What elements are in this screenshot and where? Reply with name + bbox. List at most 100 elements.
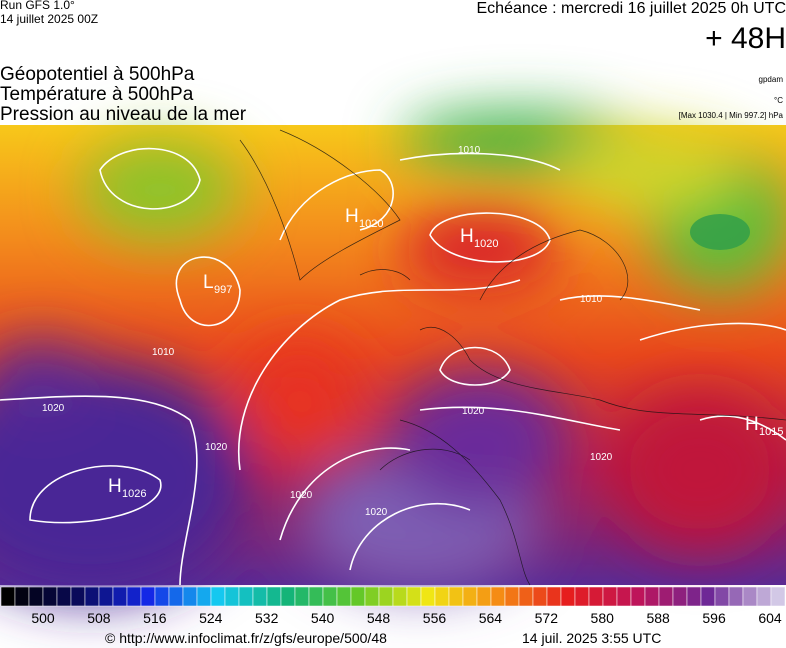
colorbar: 500 508 516 524 532 540 548 556 564 572 580 588 596 6… [0, 586, 786, 626]
colorbar-swatch [560, 586, 576, 607]
colorbar-swatch [658, 586, 674, 607]
colorbar-swatch [56, 586, 72, 607]
pressure-center-value: 1015 [759, 426, 783, 438]
isobar-label: 1010 [458, 145, 481, 156]
isobar-label: 1020 [290, 490, 313, 501]
pressure-center-kind: H [745, 414, 759, 435]
colorbar-swatch [280, 586, 296, 607]
colorbar-swatch [322, 586, 338, 607]
colorbar-swatch [168, 586, 184, 607]
layer-title: Température à 500hPa [0, 84, 194, 105]
colorbar-swatch [126, 586, 142, 607]
colorbar-swatch [504, 586, 520, 607]
colorbar-swatch [14, 586, 30, 607]
lead-time: + 48H [705, 22, 786, 55]
colorbar-swatch [644, 586, 660, 607]
colorbar-swatch [742, 586, 758, 607]
colorbar-tick-label: 540 [311, 610, 335, 626]
colorbar-swatch [700, 586, 716, 607]
pressure-center-value: 997 [214, 284, 232, 296]
colorbar-tick-label: 604 [758, 610, 782, 626]
forecast-time: Echéance : mercredi 16 juillet 2025 0h U… [477, 0, 786, 17]
layer-title: Géopotentiel à 500hPa [0, 64, 195, 85]
colorbar-tick-label: 532 [255, 610, 279, 626]
timestamp: 14 juil. 2025 3:55 UTC [522, 630, 661, 646]
run-label: Run GFS 1.0° [0, 0, 75, 12]
pressure-center-value: 1026 [122, 488, 146, 500]
colorbar-tick-label: 556 [423, 610, 447, 626]
colorbar-swatch [434, 586, 450, 607]
colorbar-swatch [350, 586, 366, 607]
colorbar-swatch [364, 586, 380, 607]
colorbar-swatch [462, 586, 478, 607]
colorbar-swatch [490, 586, 506, 607]
colorbar-swatch [532, 586, 548, 607]
pressure-center-kind: H [345, 206, 359, 227]
colorbar-swatch [0, 586, 16, 607]
isobar-label: 1010 [580, 294, 603, 305]
source-url: © http://www.infoclimat.fr/z/gfs/europe/… [105, 630, 387, 646]
colorbar-swatch [602, 586, 618, 607]
colorbar-swatch [238, 586, 254, 607]
colorbar-tick-label: 508 [87, 610, 111, 626]
pressure-center-value: 1020 [359, 218, 383, 230]
colorbar-swatch [196, 586, 212, 607]
colorbar-tick-label: 564 [479, 610, 503, 626]
colorbar-swatch [252, 586, 268, 607]
map-field [0, 110, 786, 600]
colorbar-swatch [420, 586, 436, 607]
isobar-label: 1020 [590, 452, 613, 463]
colorbar-swatch [378, 586, 394, 607]
layer-title: Pression au niveau de la mer [0, 104, 247, 125]
colorbar-swatch [210, 586, 226, 607]
colorbar-swatch [308, 586, 324, 607]
unit-label: gpdam [759, 75, 784, 84]
colorbar-swatch [686, 586, 702, 607]
colorbar-swatch [182, 586, 198, 607]
colorbar-tick-label: 548 [367, 610, 391, 626]
isobar-label: 1020 [365, 507, 388, 518]
colorbar-swatch [70, 586, 86, 607]
unit-label: °C [774, 96, 783, 105]
colorbar-tick-label: 572 [535, 610, 559, 626]
colorbar-swatch [224, 586, 240, 607]
colorbar-swatch [756, 586, 772, 607]
colorbar-swatch [154, 586, 170, 607]
colorbar-swatch [336, 586, 352, 607]
colorbar-swatch [616, 586, 632, 607]
colorbar-swatch [714, 586, 730, 607]
colorbar-swatch [672, 586, 688, 607]
colorbar-swatch [112, 586, 128, 607]
pressure-center-kind: H [460, 226, 474, 247]
pressure-center-value: 1020 [474, 238, 498, 250]
colorbar-swatch [448, 586, 464, 607]
colorbar-tick-label: 596 [702, 610, 726, 626]
colorbar-tick-label: 588 [646, 610, 670, 626]
isobar-label: 1020 [42, 403, 65, 414]
colorbar-tick-label: 516 [143, 610, 167, 626]
isobar-label: 1010 [152, 347, 175, 358]
colorbar-swatch [42, 586, 58, 607]
run-date: 14 juillet 2025 00Z [0, 12, 98, 26]
isobar-label: 1020 [205, 442, 228, 453]
colorbar-swatch [98, 586, 114, 607]
pressure-center-kind: L [203, 272, 214, 293]
pressure-center-kind: H [108, 476, 122, 497]
colorbar-swatch [728, 586, 744, 607]
colorbar-swatch [588, 586, 604, 607]
pressure-range: [Max 1030.4 | Min 997.2] hPa [679, 111, 784, 120]
colorbar-tick-label: 500 [31, 610, 55, 626]
colorbar-swatch [266, 586, 282, 607]
colorbar-swatch [770, 586, 786, 607]
isobar-label: 1020 [462, 406, 485, 417]
colorbar-swatch [28, 586, 44, 607]
colorbar-swatch [294, 586, 310, 607]
colorbar-swatch [574, 586, 590, 607]
colorbar-swatch [546, 586, 562, 607]
colorbar-swatch [518, 586, 534, 607]
colorbar-swatch [84, 586, 100, 607]
colorbar-swatch [630, 586, 646, 607]
colorbar-swatch [392, 586, 408, 607]
colorbar-tick-label: 580 [591, 610, 615, 626]
